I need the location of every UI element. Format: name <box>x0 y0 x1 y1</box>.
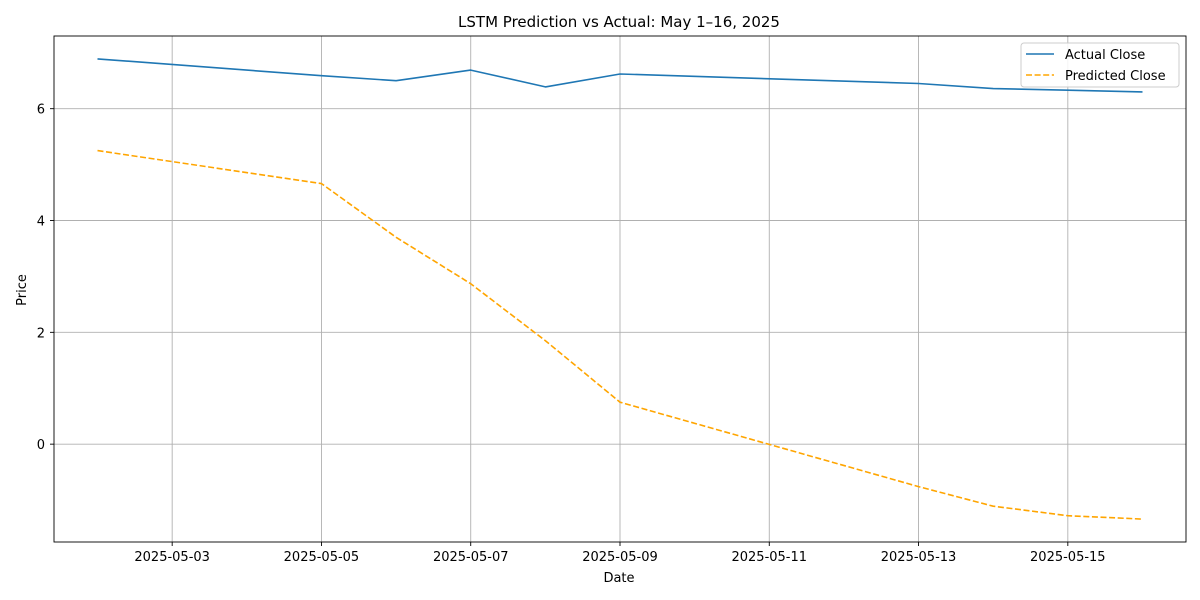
x-tick-label: 2025-05-07 <box>433 550 509 565</box>
x-tick-label: 2025-05-15 <box>1030 550 1106 565</box>
axis-ticks: 2025-05-03 2025-05-05 2025-05-07 2025-05-09… <box>37 103 1106 565</box>
series-line-predicted-close <box>97 149 1143 520</box>
x-tick-label: 2025-05-09 <box>582 550 658 565</box>
y-tick-label: 2 <box>37 326 45 341</box>
series-lines <box>97 58 1143 520</box>
y-axis-label: Price <box>15 274 30 306</box>
y-tick-label: 0 <box>37 438 45 453</box>
x-tick-label: 2025-05-05 <box>284 550 360 565</box>
x-tick-label: 2025-05-13 <box>881 550 957 565</box>
x-tick-label: 2025-05-11 <box>731 550 807 565</box>
series-line-actual-close <box>97 58 1143 93</box>
legend-box <box>1020 42 1180 88</box>
x-axis-label: Date <box>603 571 634 586</box>
chart-title: LSTM Prediction vs Actual: May 1–16, 202… <box>458 13 780 31</box>
grid <box>54 36 1186 542</box>
x-tick-label: 2025-05-03 <box>134 550 210 565</box>
legend: Actual Close Predicted Close <box>1020 42 1180 88</box>
legend-label: Actual Close <box>1065 48 1145 63</box>
y-tick-label: 6 <box>37 103 45 118</box>
legend-label: Predicted Close <box>1065 69 1166 84</box>
y-tick-label: 4 <box>37 215 45 230</box>
